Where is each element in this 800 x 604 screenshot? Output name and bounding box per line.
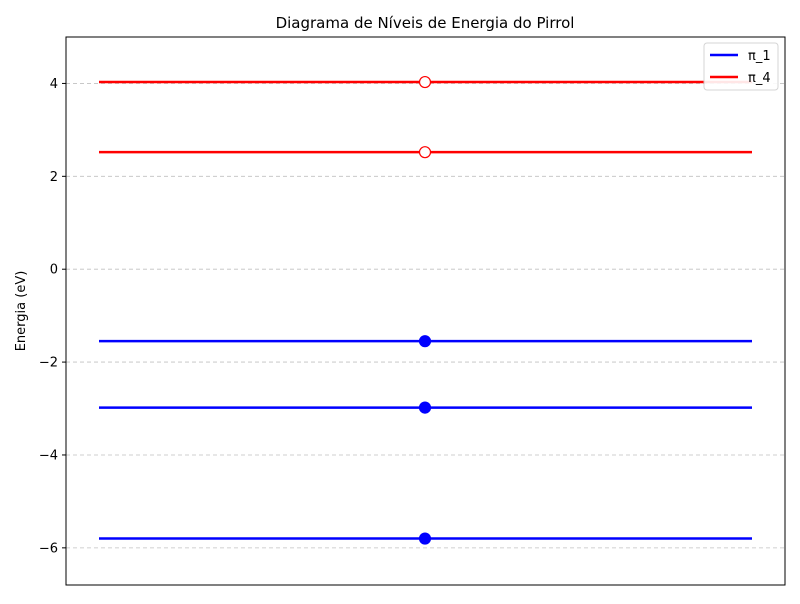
legend-label: π_1: [748, 49, 771, 64]
y-tick-label: −4: [39, 448, 58, 463]
levels-layer: [99, 75, 752, 545]
unoccupied-orbital-marker: [418, 146, 432, 159]
y-tick-label: 4: [50, 77, 58, 92]
y-tick-label: 2: [50, 170, 58, 185]
chart-title: Diagrama de Níveis de Energia do Pirrol: [276, 14, 575, 32]
y-tick-label: −6: [39, 541, 58, 556]
legend-label: π_4: [748, 71, 771, 86]
occupied-orbital-marker: [418, 401, 432, 414]
occupied-orbital-marker: [418, 532, 432, 545]
plot-frame: [65, 36, 786, 586]
y-axis: 4 2 0 −2 −4 −6: [39, 77, 66, 556]
y-tick-label: 0: [50, 263, 58, 278]
y-axis-label: Energia (eV): [14, 271, 29, 352]
occupied-orbital-marker: [418, 335, 432, 348]
unoccupied-orbital-marker: [418, 75, 432, 89]
y-tick-label: −2: [39, 356, 58, 371]
legend: π_1π_4: [703, 42, 779, 91]
